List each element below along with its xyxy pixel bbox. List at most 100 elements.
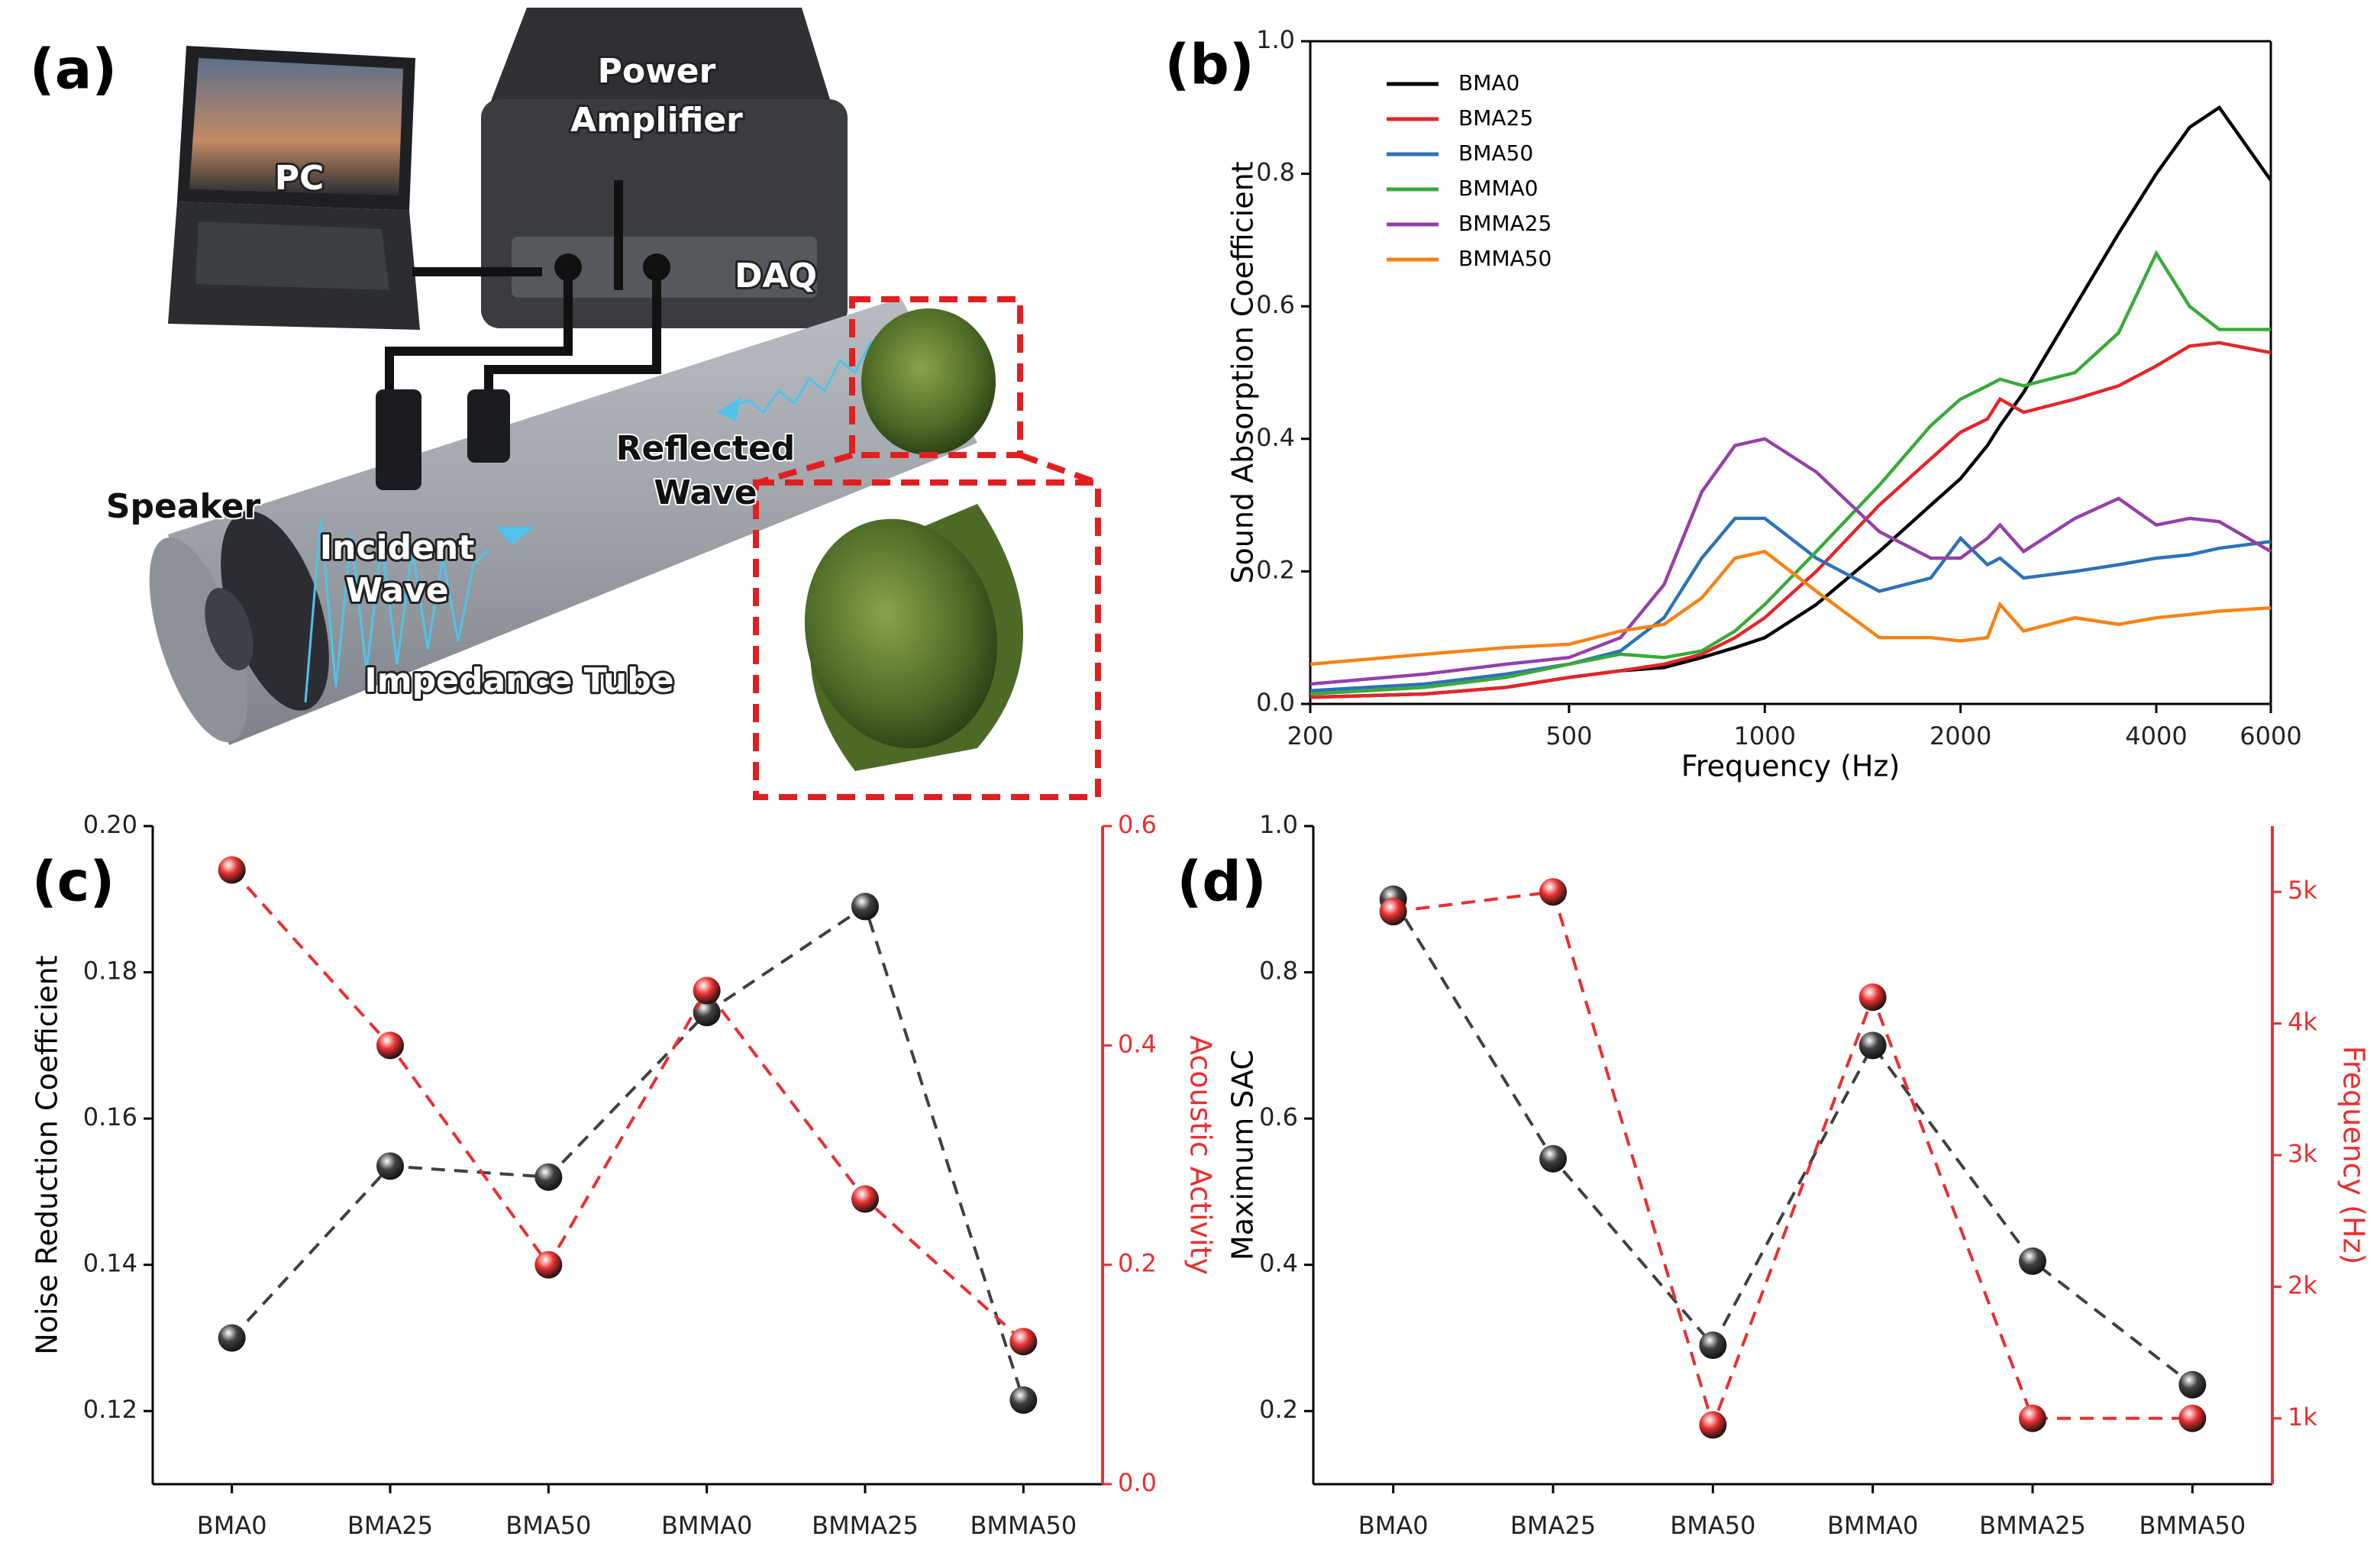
x-tick-label: BMMA25 [812,1511,919,1540]
y2-tick-label: 0.2 [1118,1249,1157,1278]
marker [1858,983,1887,1012]
x-tick-label: 1000 [1734,721,1796,750]
x-tick-label: BMA50 [505,1511,591,1540]
y-axis-title: Noise Reduction Coefficient [31,955,64,1354]
y-tick-label: 0.0 [1256,688,1295,717]
x-tick-label: 200 [1287,721,1333,750]
label: Incident [320,528,475,567]
x-tick-label: BMA0 [1358,1511,1429,1540]
marker [851,1185,879,1213]
x-tick-label: BMMA0 [661,1511,752,1540]
tube-end [149,537,248,743]
series-line [231,869,1025,1343]
y-tick-label: 0.18 [83,957,137,986]
marker [534,1163,563,1191]
marker [693,999,721,1027]
panel-label: (a) [30,37,117,102]
marker [2178,1404,2207,1432]
y-tick-label: 0.16 [83,1102,137,1131]
marker [1699,1411,1727,1439]
y2-tick-label: 2k [2288,1270,2317,1299]
series-line [1309,516,2272,692]
y2-axis-title: Frequency (Hz) [2337,1046,2371,1265]
y-tick-label: 0.6 [1259,1102,1298,1131]
y-tick-label: 0.4 [1256,423,1295,452]
series-line [1309,250,2271,696]
legend-label: BMA0 [1458,70,1519,95]
arrow [718,397,741,421]
series-line [1393,890,2193,1430]
marker [851,892,879,921]
x-tick-label: BMMA25 [1979,1511,2086,1540]
amplifier-top [489,8,832,107]
marker [1379,898,1407,926]
x-tick-label: BMMA50 [2139,1511,2246,1540]
microphone [376,389,421,490]
panel-label: (c) [32,850,115,914]
y-tick-label: 0.14 [83,1249,137,1278]
sample [861,308,996,455]
marker [1539,1144,1567,1173]
laptop-screen [189,58,403,195]
panel-label: (b) [1164,33,1254,97]
label: Impedance Tube [364,661,673,700]
y-axis-title: Maximum SAC [1226,1050,1260,1260]
label: Wave [345,571,448,610]
cables [385,180,661,394]
marker [1699,1331,1727,1360]
x-tick-label: BMA25 [1510,1511,1596,1540]
label: Power [598,52,716,91]
x-tick-label: BMMA50 [970,1511,1077,1540]
zoom-box [849,296,1023,458]
x-tick-label: 6000 [2240,721,2301,750]
series-line [1309,549,2272,667]
marker [2019,1404,2046,1432]
port [554,253,582,281]
port [643,253,670,281]
marker [2178,1370,2207,1399]
y-tick-label: 0.12 [83,1395,137,1424]
x-axis-title: Frequency (Hz) [1681,750,1900,783]
zoom-line [1019,452,1098,486]
y-tick-label: 0.8 [1256,158,1295,187]
marker [1009,1386,1038,1414]
y-tick-label: 0.4 [1259,1249,1298,1278]
legend-label: BMMA50 [1458,246,1552,271]
series-line [1391,898,2194,1386]
x-tick-label: 500 [1545,721,1592,750]
marker [218,856,246,884]
y2-axis-title: Acoustic Activity [1184,1035,1218,1275]
zoom-line [757,452,854,486]
y2-tick-label: 0.6 [1118,810,1157,839]
x-tick-label: 2000 [1930,721,1991,750]
series-line [1309,105,2272,699]
panel-label: (d) [1177,850,1266,914]
microphone [467,389,510,463]
marker [1539,878,1567,906]
y2-tick-label: 0.0 [1118,1468,1157,1497]
label: Amplifier [570,101,743,140]
sample-enlarged [804,518,998,749]
arrow [496,527,534,545]
y-tick-label: 0.6 [1256,290,1295,319]
x-tick-label: BMA25 [347,1511,433,1540]
label: Speaker [106,487,261,526]
legend-label: BMMA25 [1458,211,1552,236]
series-line [231,904,1025,1401]
y-tick-label: 0.2 [1259,1395,1298,1424]
y2-tick-label: 3k [2288,1139,2317,1168]
marker [376,1031,404,1060]
keyboard [195,221,389,290]
x-tick-label: BMMA0 [1827,1511,1918,1540]
zoom-box [753,479,1101,800]
label: PC [275,159,325,198]
marker [2019,1247,2046,1275]
label: DAQ [735,257,817,295]
x-tick-label: 4000 [2125,721,2187,750]
y-tick-label: 1.0 [1256,25,1295,54]
y-axis-title: Sound Absorption Coefficient [1226,161,1260,583]
marker [376,1152,404,1180]
legend-label: BMMA0 [1458,176,1539,201]
label: Reflected [616,429,796,468]
